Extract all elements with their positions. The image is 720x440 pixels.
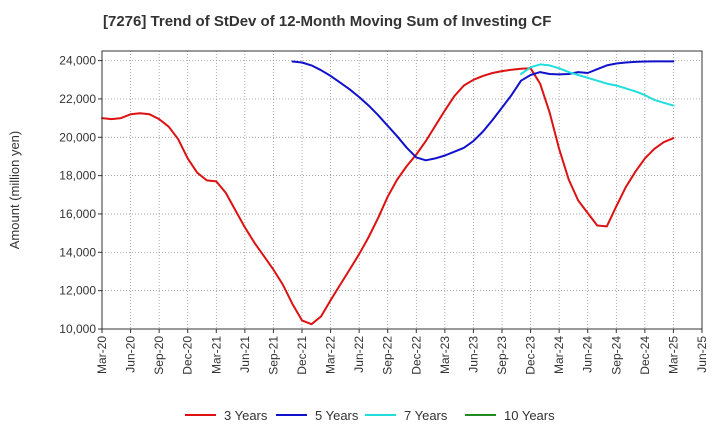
y-tick-label: 22,000 (59, 92, 96, 106)
grid (101, 51, 703, 330)
series-line-5-years (291, 60, 675, 162)
x-tick-label: Jun-25 (695, 336, 709, 373)
series-line-3-years (101, 67, 675, 326)
x-tick-label: Sep-22 (381, 336, 395, 375)
x-tick-label: Dec-24 (638, 336, 652, 375)
series-lines (101, 60, 675, 326)
x-tick-label: Dec-23 (524, 336, 538, 375)
y-tick-label: 14,000 (59, 245, 96, 259)
chart-title: [7276] Trend of StDev of 12-Month Moving… (103, 13, 551, 30)
y-axis-label: Amount (million yen) (7, 131, 22, 250)
y-tick-label: 16,000 (59, 207, 96, 221)
x-tick-label: Mar-25 (666, 336, 680, 374)
legend: 3 Years 5 Years 7 Years 10 Years (185, 408, 555, 423)
x-tick-label: Jun-23 (466, 336, 480, 373)
legend-label: 10 Years (504, 408, 555, 423)
x-tick-label: Sep-23 (495, 336, 509, 375)
x-tick-label: Sep-24 (609, 336, 623, 375)
x-tick-label: Mar-22 (324, 336, 338, 374)
y-tick-label: 18,000 (59, 169, 96, 183)
series-line-7-years (520, 63, 675, 107)
x-tick-label: Dec-21 (295, 336, 309, 375)
x-tick-label: Jun-22 (352, 336, 366, 373)
y-axis: 10,000 12,000 14,000 16,000 18,000 20,000 22,0… (59, 54, 102, 336)
x-tick-label: Mar-24 (552, 336, 566, 374)
x-tick-label: Dec-22 (409, 336, 423, 375)
x-tick-label: Sep-20 (152, 336, 166, 375)
x-tick-label: Dec-20 (181, 336, 195, 375)
x-tick-label: Mar-20 (95, 336, 109, 374)
y-tick-label: 24,000 (59, 54, 96, 68)
x-tick-label: Sep-21 (266, 336, 280, 375)
legend-label: 3 Years (224, 408, 268, 423)
legend-label: 7 Years (404, 408, 448, 423)
plot-frame (101, 50, 703, 330)
x-tick-label: Jun-20 (124, 336, 138, 373)
x-axis: Mar-20 Jun-20 Sep-20 Dec-20 Mar-21 Jun-21 Sep-… (95, 329, 709, 375)
x-tick-label: Mar-21 (209, 336, 223, 374)
x-tick-label: Jun-24 (581, 336, 595, 373)
y-tick-label: 10,000 (59, 322, 96, 336)
y-tick-label: 20,000 (59, 130, 96, 144)
x-tick-label: Jun-21 (238, 336, 252, 373)
legend-label: 5 Years (315, 408, 359, 423)
y-tick-label: 12,000 (59, 284, 96, 298)
x-tick-label: Mar-23 (438, 336, 452, 374)
